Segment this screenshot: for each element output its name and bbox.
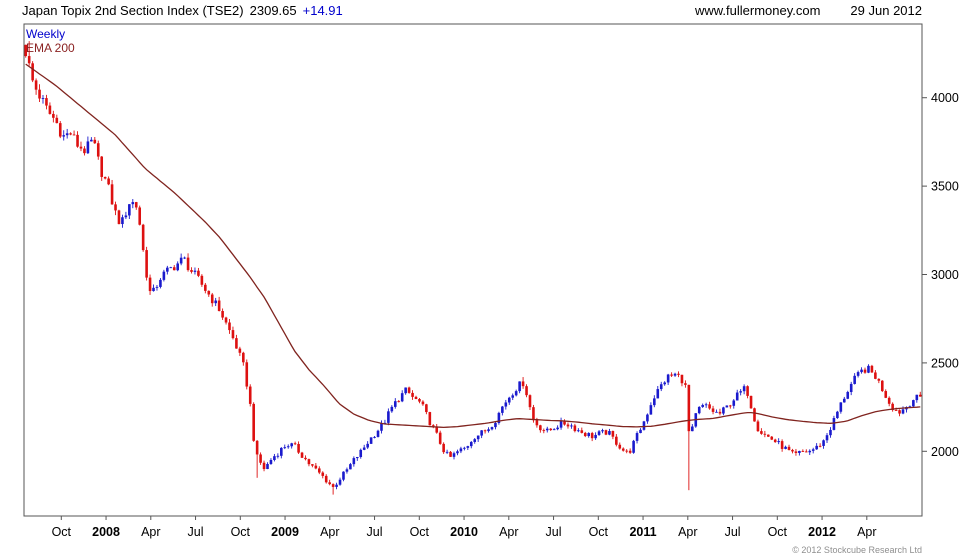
x-tick-label: Oct: [410, 525, 430, 539]
x-tick-label: 2011: [629, 525, 656, 539]
last-price: 2309.65: [249, 3, 297, 18]
x-tick-label: Oct: [231, 525, 251, 539]
chart-legend: Weekly EMA 200: [26, 27, 75, 55]
x-tick-label: Apr: [141, 525, 160, 539]
page-title: Japan Topix 2nd Section Index (TSE2): [22, 3, 244, 18]
x-tick-label: Oct: [52, 525, 72, 539]
y-tick-label: 3000: [931, 268, 959, 282]
x-tick-label: Apr: [857, 525, 876, 539]
y-tick-label: 2000: [931, 445, 959, 459]
x-tick-label: 2008: [92, 525, 120, 539]
x-tick-label: 2012: [808, 525, 836, 539]
ema-line: [25, 63, 921, 429]
x-tick-label: Apr: [678, 525, 697, 539]
y-axis: 4000 3500 3000 2500 2000: [922, 91, 959, 459]
x-tick-label: Jul: [188, 525, 204, 539]
chart-header: Japan Topix 2nd Section Index (TSE2) 230…: [0, 3, 980, 18]
x-tick-label: Jul: [367, 525, 383, 539]
x-tick-label: Apr: [499, 525, 518, 539]
y-tick-label: 3500: [931, 180, 959, 194]
x-tick-label: Apr: [320, 525, 339, 539]
x-tick-label: 2009: [271, 525, 299, 539]
x-tick-label: Oct: [589, 525, 609, 539]
site-label: www.fullermoney.com: [694, 3, 821, 18]
y-tick-label: 2500: [931, 356, 959, 370]
plot-border: [23, 23, 923, 517]
x-tick-label: 2010: [450, 525, 478, 539]
x-tick-label: Jul: [546, 525, 562, 539]
candles: [24, 41, 922, 495]
x-tick-label: Oct: [768, 525, 788, 539]
x-axis: Oct 2008 Apr Jul Oct 2009 Apr Jul Oct 2010 Apr Jul O…: [52, 516, 877, 539]
copyright-label: © 2012 Stockcube Research Ltd: [792, 545, 922, 555]
date-label: 29 Jun 2012: [850, 3, 922, 18]
y-tick-label: 4000: [931, 91, 959, 105]
price-change: +14.91: [302, 3, 343, 18]
legend-timeframe: Weekly: [26, 27, 66, 41]
legend-ema: EMA 200: [26, 41, 75, 55]
x-tick-label: Jul: [725, 525, 741, 539]
